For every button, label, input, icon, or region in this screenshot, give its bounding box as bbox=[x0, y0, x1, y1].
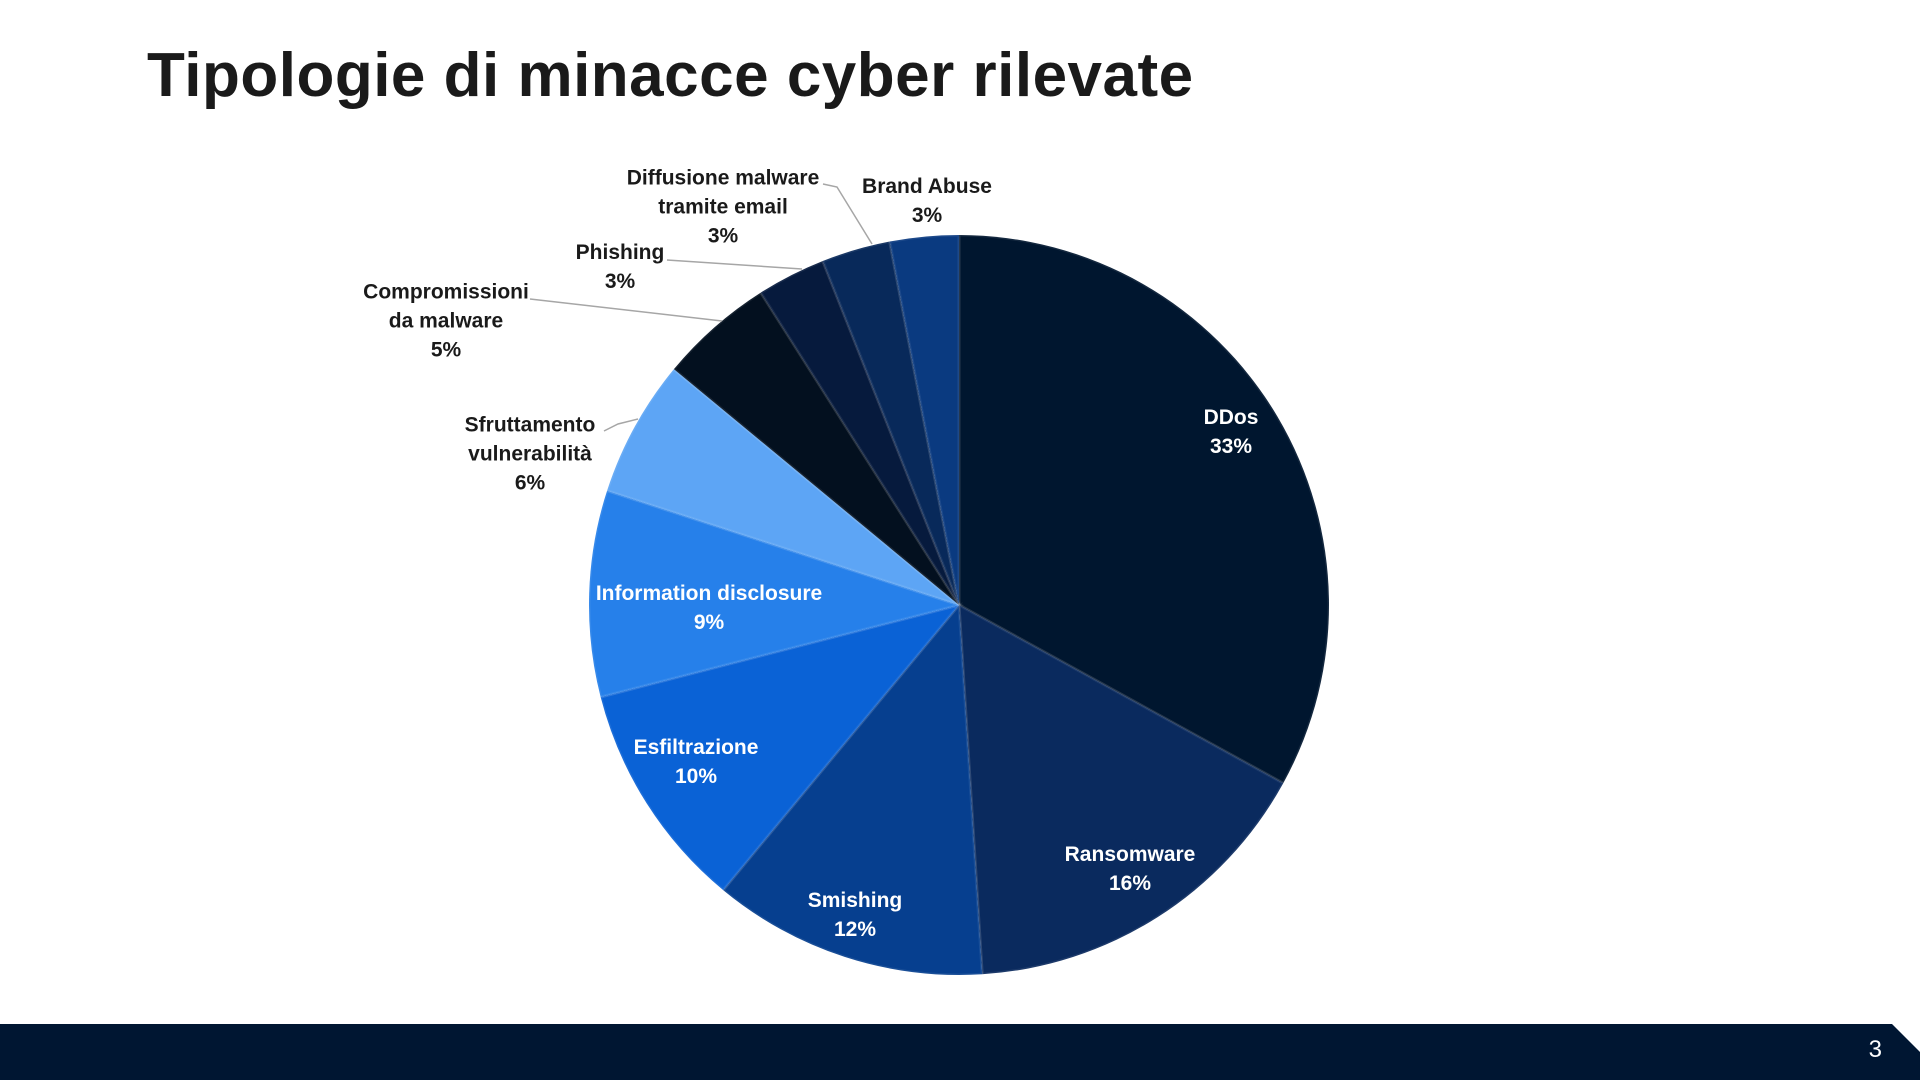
slice-value: 6% bbox=[514, 471, 546, 495]
pie-slice-4 bbox=[587, 488, 965, 699]
slice-name: Smishing bbox=[807, 889, 903, 912]
data-label-7: Phishing 3% bbox=[576, 238, 665, 296]
data-label-8: Diffusione malware tramite email 3% bbox=[627, 164, 820, 251]
pie-chart bbox=[529, 183, 1331, 977]
slice-name: tramite email bbox=[658, 195, 788, 219]
data-label-0: DDos 33% bbox=[1204, 403, 1259, 461]
data-label-5: Sfruttamento vulnerabilità 6% bbox=[465, 411, 596, 498]
slice-value: 12% bbox=[833, 918, 877, 941]
leader-line-6 bbox=[529, 298, 723, 322]
pie-slice-1 bbox=[957, 602, 1286, 976]
slide-title: Tipologie di minacce cyber rilevate bbox=[147, 41, 1194, 110]
page-number: 3 bbox=[1868, 1036, 1882, 1063]
data-label-1: Ransomware 16% bbox=[1065, 840, 1196, 898]
slice-value: 5% bbox=[430, 338, 462, 362]
slice-name: da malware bbox=[388, 309, 504, 333]
slice-name: Phishing bbox=[575, 241, 665, 264]
slice-value: 10% bbox=[674, 765, 718, 788]
data-label-4: Information disclosure 9% bbox=[596, 579, 822, 637]
data-label-2: Smishing 12% bbox=[808, 886, 903, 944]
slice-name: DDos bbox=[1203, 406, 1259, 429]
slice-name: Brand Abuse bbox=[862, 175, 992, 198]
slice-name: vulnerabilità bbox=[468, 442, 592, 466]
data-label-6: Compromissioni da malware 5% bbox=[363, 278, 529, 365]
data-label-9: Brand Abuse 3% bbox=[862, 172, 992, 230]
leader-line-7 bbox=[666, 259, 803, 270]
pie-slice-3 bbox=[598, 602, 964, 893]
pie-slice-5 bbox=[605, 367, 960, 607]
pie-slice-7 bbox=[758, 259, 961, 606]
leader-line-5 bbox=[603, 418, 639, 432]
slice-value: 3% bbox=[707, 224, 739, 248]
pie-slice-2 bbox=[721, 601, 984, 977]
footer-bar: 3 bbox=[0, 1024, 1920, 1080]
slice-name: Information disclosure bbox=[595, 582, 823, 605]
slice-name: Esfiltrazione bbox=[633, 736, 759, 759]
slice-value: 9% bbox=[693, 611, 725, 634]
pie-slice-6 bbox=[671, 290, 961, 607]
data-label-3: Esfiltrazione 10% bbox=[634, 733, 759, 791]
slice-name: Sfruttamento bbox=[464, 413, 596, 437]
leader-line-8 bbox=[822, 183, 873, 245]
pie-slice-0 bbox=[957, 233, 1331, 786]
pie-slice-9 bbox=[887, 233, 961, 606]
slice-value: 33% bbox=[1209, 435, 1253, 458]
pie-slice-8 bbox=[820, 239, 961, 606]
slice-value: 3% bbox=[604, 270, 636, 293]
slice-value: 3% bbox=[911, 204, 943, 227]
slice-name: Ransomware bbox=[1064, 843, 1196, 866]
slice-name: Compromissioni bbox=[363, 280, 529, 304]
slice-value: 16% bbox=[1108, 872, 1152, 895]
slice-name: Diffusione malware bbox=[626, 166, 820, 190]
